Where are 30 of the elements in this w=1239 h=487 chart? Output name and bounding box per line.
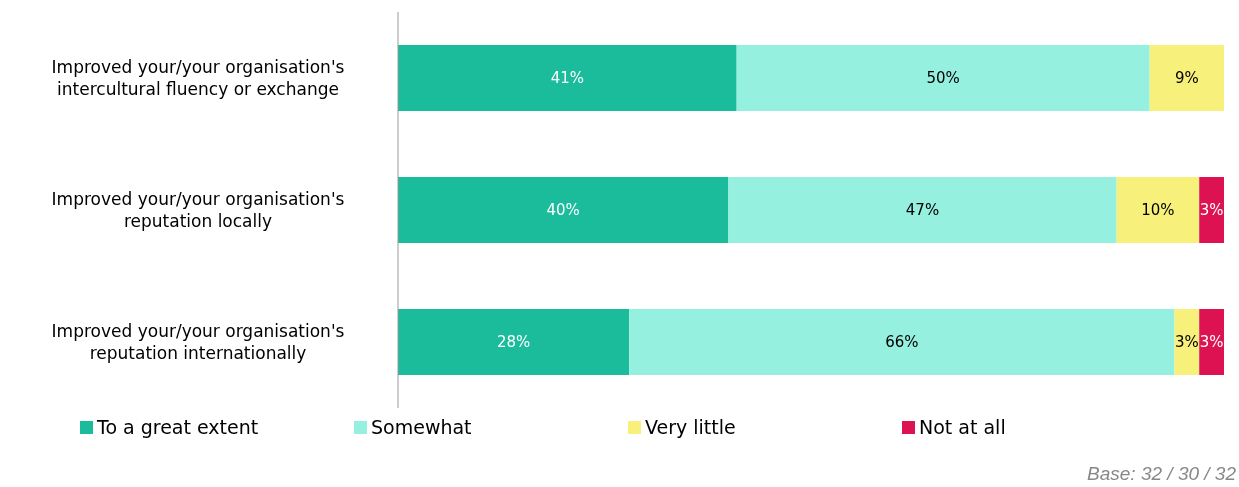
bar	[1199, 177, 1224, 243]
y-tick-label: Improved your/your organisation's intercultural fluency or exchange	[51, 57, 345, 99]
y-tick-label: Improved your/your organisation's reputation locally	[51, 189, 345, 231]
data-label: 10%	[1141, 201, 1175, 219]
bar	[1149, 45, 1224, 111]
legend-label: Very little	[645, 416, 736, 438]
bar	[728, 177, 1117, 243]
data-label: 41%	[550, 69, 584, 87]
data-label: 47%	[905, 201, 940, 219]
data-label: 3%	[1199, 201, 1224, 219]
bar	[736, 45, 1150, 111]
y-tick-label: Improved your/your organisation's reputation internationally	[51, 321, 345, 363]
data-label: 3%	[1174, 333, 1199, 351]
legend-label: To a great extent	[97, 416, 259, 438]
legend-label: Not at all	[919, 416, 1006, 438]
data-label: 66%	[885, 333, 919, 351]
data-label: 40%	[546, 201, 580, 219]
bar	[629, 309, 1175, 375]
text: Base: 32 / 30 / 32	[1087, 463, 1236, 485]
data-label: 28%	[496, 333, 531, 351]
data-label: 50%	[926, 69, 960, 87]
bar	[398, 45, 737, 111]
bar	[398, 309, 630, 375]
bar	[398, 177, 729, 243]
data-label: 3%	[1199, 333, 1224, 351]
data-label: 9%	[1174, 69, 1199, 87]
bar	[1174, 309, 1200, 375]
bar	[1199, 309, 1224, 375]
legend-label: Somewhat	[371, 416, 472, 438]
bar	[1116, 177, 1200, 243]
